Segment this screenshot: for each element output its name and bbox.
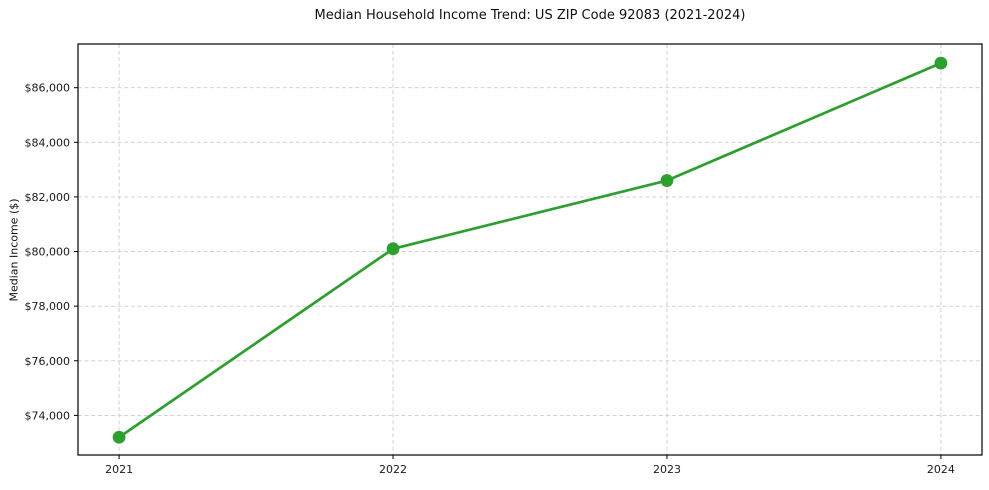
x-tick-label: 2023 — [653, 463, 681, 476]
y-tick-label: $74,000 — [25, 409, 71, 422]
data-point-marker — [112, 430, 126, 444]
data-point-marker — [386, 242, 400, 256]
y-tick-label: $78,000 — [25, 300, 71, 313]
y-tick-label: $86,000 — [25, 82, 71, 95]
data-point-marker — [660, 174, 674, 187]
plot-border — [77, 43, 983, 456]
x-tick-label: 2024 — [927, 463, 955, 476]
y-tick-label: $76,000 — [25, 355, 71, 368]
chart-title: Median Household Income Trend: US ZIP Co… — [314, 8, 746, 23]
trend-line — [117, 61, 943, 439]
x-tick-label: 2022 — [379, 463, 407, 476]
data-point-marker — [934, 56, 948, 70]
y-tick-label: $84,000 — [25, 136, 71, 149]
y-tick-label: $82,000 — [25, 191, 71, 204]
y-tick-label: $80,000 — [25, 246, 71, 259]
x-tick-label: 2021 — [105, 463, 133, 476]
